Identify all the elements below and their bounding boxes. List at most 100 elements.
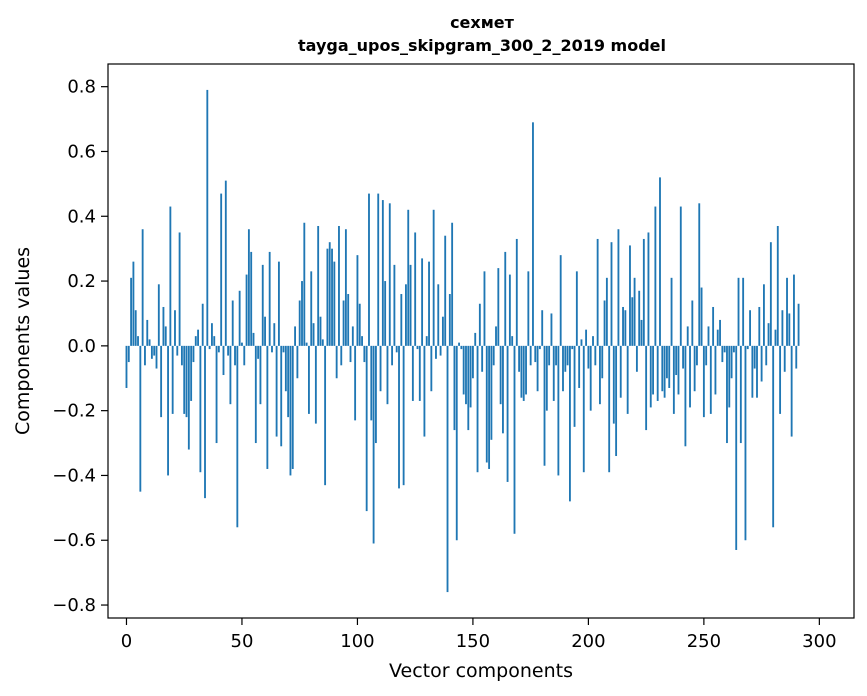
bar-235: [668, 345, 671, 388]
bar-10: [148, 339, 151, 346]
bar-202: [592, 336, 594, 346]
bar-215: [622, 306, 624, 346]
bar-271: [751, 345, 754, 398]
bar-241: [682, 345, 685, 369]
bar-180: [541, 310, 544, 346]
bar-72: [291, 345, 294, 469]
bar-184: [550, 313, 553, 346]
x-tick-label: 250: [687, 631, 721, 652]
bar-193: [571, 345, 574, 350]
bar-94: [342, 300, 345, 346]
bar-157: [488, 345, 491, 469]
bar-84: [319, 316, 322, 346]
bar-30: [194, 336, 197, 346]
bar-75: [298, 300, 301, 346]
bar-203: [594, 345, 597, 366]
bar-7: [141, 229, 144, 346]
bar-227: [649, 345, 652, 408]
bar-211: [612, 345, 615, 424]
bar-256: [716, 329, 719, 346]
bar-6: [139, 345, 142, 492]
bar-266: [739, 345, 742, 444]
bar-255: [714, 345, 717, 395]
bar-8: [144, 345, 146, 366]
bar-237: [672, 345, 675, 414]
bar-11: [150, 345, 153, 359]
bar-15: [160, 345, 163, 418]
bar-186: [555, 345, 557, 366]
bar-209: [608, 345, 611, 473]
bar-105: [368, 193, 370, 346]
bar-101: [358, 303, 361, 346]
bar-273: [756, 345, 758, 398]
bar-150: [471, 345, 474, 379]
bar-16: [162, 306, 165, 346]
bar-220: [633, 277, 636, 346]
bar-236: [670, 277, 673, 346]
bar-89: [331, 248, 333, 346]
y-tick-label: −0.4: [52, 465, 96, 486]
bar-121: [405, 284, 407, 346]
bar-124: [411, 345, 414, 401]
bar-142: [453, 345, 456, 431]
bar-44: [227, 345, 230, 356]
bar-129: [423, 345, 426, 437]
bar-43: [224, 180, 227, 346]
bar-154: [481, 345, 484, 372]
bar-169: [515, 238, 518, 346]
bar-218: [629, 245, 631, 346]
bar-165: [506, 345, 509, 482]
bar-50: [241, 342, 243, 346]
bar-117: [395, 345, 398, 353]
bar-156: [485, 345, 488, 463]
bar-125: [414, 232, 417, 346]
bar-29: [192, 345, 195, 363]
bar-42: [222, 345, 225, 376]
bar-123: [409, 264, 412, 346]
bar-176: [532, 122, 534, 346]
bar-166: [508, 274, 511, 346]
bar-133: [432, 209, 435, 346]
bar-146: [462, 345, 465, 395]
bar-35: [206, 89, 209, 346]
bar-18: [167, 345, 169, 476]
bar-217: [626, 345, 629, 414]
bar-159: [492, 345, 495, 366]
bar-197: [580, 339, 583, 346]
bar-253: [709, 345, 712, 414]
bar-40: [217, 345, 220, 353]
bar-143: [455, 345, 458, 541]
bar-71: [289, 345, 292, 476]
bar-282: [776, 225, 779, 346]
bar-196: [578, 345, 581, 388]
bar-187: [557, 345, 560, 476]
bar-45: [229, 345, 232, 405]
bar-58: [259, 345, 262, 405]
bar-91: [335, 345, 338, 379]
bar-249: [700, 287, 703, 346]
bar-107: [372, 345, 375, 544]
bar-247: [696, 345, 698, 366]
bar-226: [647, 232, 650, 346]
bar-240: [679, 206, 682, 346]
bar-26: [185, 345, 188, 418]
bar-93: [340, 345, 343, 366]
bar-88: [328, 242, 331, 346]
bar-181: [543, 345, 546, 466]
bar-54: [250, 251, 253, 346]
bar-189: [562, 345, 564, 392]
bar-86: [324, 345, 327, 486]
bar-131: [428, 261, 430, 346]
bar-283: [779, 345, 782, 414]
bar-192: [569, 345, 571, 502]
y-tick-label: 0.0: [67, 336, 96, 357]
bar-38: [213, 336, 216, 346]
x-axis-ticks: 0 50 100 150 200 250 300: [121, 618, 837, 652]
bar-83: [317, 225, 320, 346]
bar-80: [310, 271, 313, 346]
bar-138: [444, 235, 447, 346]
x-tick-label: 100: [340, 631, 374, 652]
plot-frame: [107, 63, 855, 619]
bar-254: [712, 306, 715, 346]
bar-257: [719, 319, 721, 346]
